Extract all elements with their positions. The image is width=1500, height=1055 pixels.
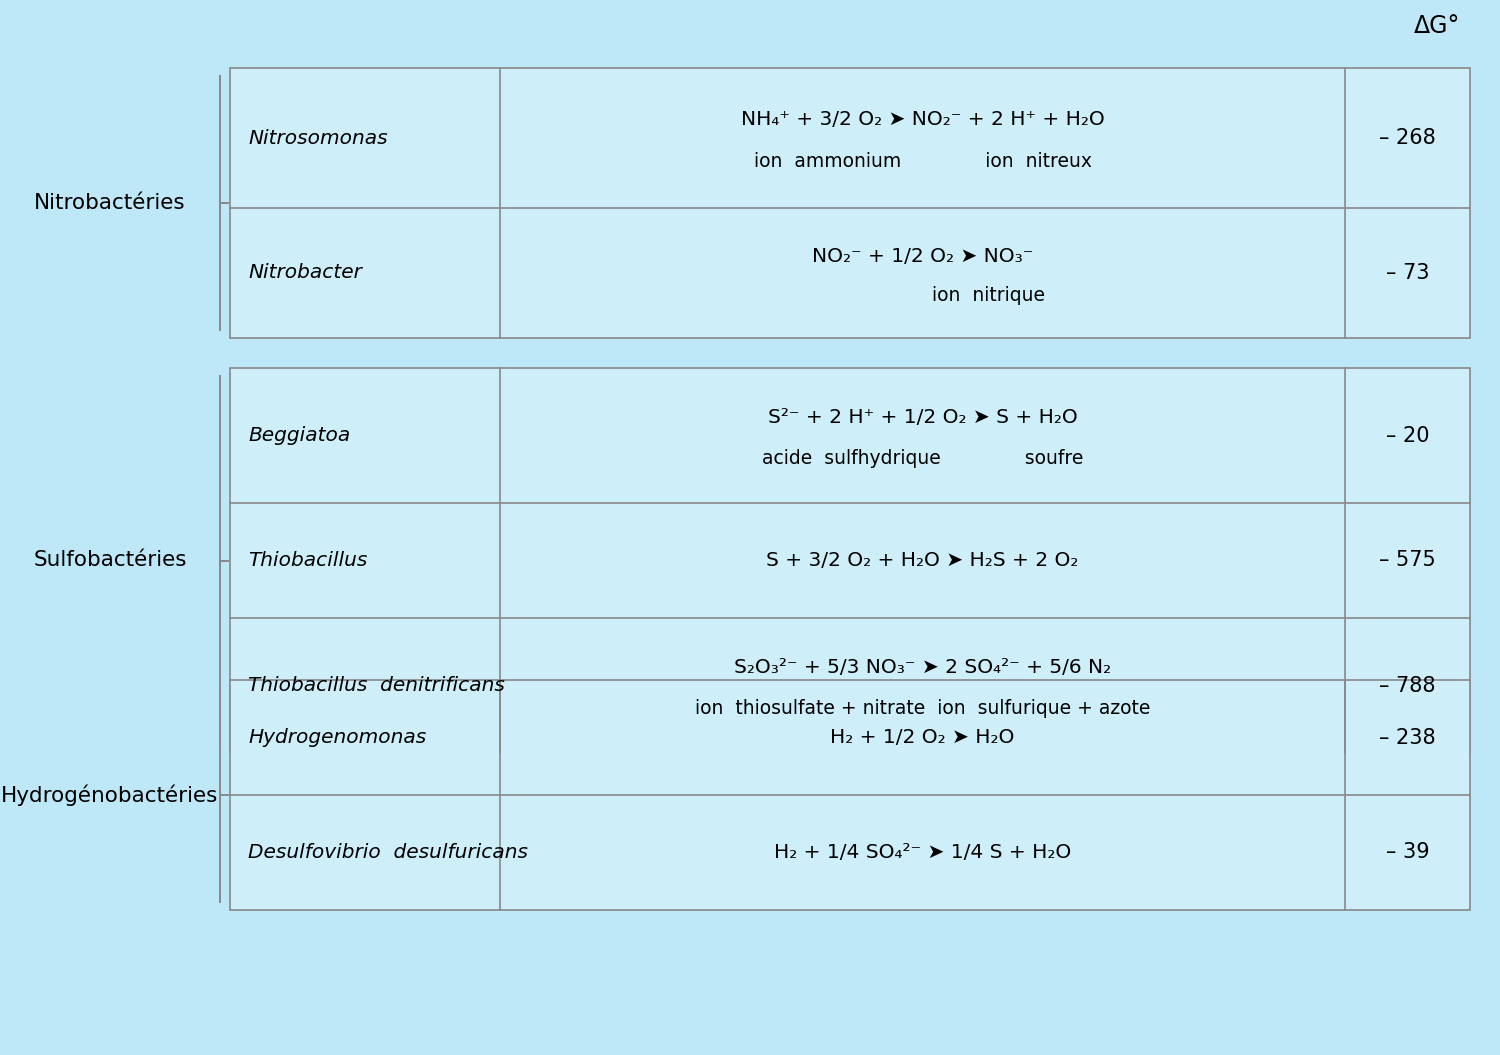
Text: H₂ + 1/4 SO₄²⁻ ➤ 1/4 S + H₂O: H₂ + 1/4 SO₄²⁻ ➤ 1/4 S + H₂O bbox=[774, 843, 1071, 862]
Text: – 39: – 39 bbox=[1386, 843, 1429, 863]
Bar bbox=[230, 68, 1470, 338]
Text: ΔG°: ΔG° bbox=[1413, 14, 1460, 38]
Text: – 73: – 73 bbox=[1386, 263, 1429, 283]
Text: S₂O₃²⁻ + 5/3 NO₃⁻ ➤ 2 SO₄²⁻ + 5/6 N₂: S₂O₃²⁻ + 5/3 NO₃⁻ ➤ 2 SO₄²⁻ + 5/6 N₂ bbox=[734, 658, 1112, 677]
Text: S²⁻ + 2 H⁺ + 1/2 O₂ ➤ S + H₂O: S²⁻ + 2 H⁺ + 1/2 O₂ ➤ S + H₂O bbox=[768, 408, 1077, 427]
Text: Desulfovibrio  desulfuricans: Desulfovibrio desulfuricans bbox=[248, 843, 528, 862]
Text: – 238: – 238 bbox=[1378, 728, 1436, 748]
Text: Beggiatoa: Beggiatoa bbox=[248, 426, 350, 445]
Bar bbox=[230, 368, 1470, 753]
Text: NH₄⁺ + 3/2 O₂ ➤ NO₂⁻ + 2 H⁺ + H₂O: NH₄⁺ + 3/2 O₂ ➤ NO₂⁻ + 2 H⁺ + H₂O bbox=[741, 111, 1104, 130]
Text: S + 3/2 O₂ + H₂O ➤ H₂S + 2 O₂: S + 3/2 O₂ + H₂O ➤ H₂S + 2 O₂ bbox=[766, 551, 1078, 570]
Text: – 268: – 268 bbox=[1378, 128, 1436, 148]
Text: Nitrobacter: Nitrobacter bbox=[248, 264, 362, 283]
Text: – 575: – 575 bbox=[1378, 551, 1436, 571]
Text: Thiobacillus  denitrificans: Thiobacillus denitrificans bbox=[248, 676, 506, 695]
Text: H₂ + 1/2 O₂ ➤ H₂O: H₂ + 1/2 O₂ ➤ H₂O bbox=[831, 728, 1014, 747]
Text: – 788: – 788 bbox=[1380, 675, 1436, 695]
Text: ion  thiosulfate + nitrate  ion  sulfurique + azote: ion thiosulfate + nitrate ion sulfurique… bbox=[694, 699, 1150, 718]
Bar bbox=[230, 680, 1470, 910]
Text: Thiobacillus: Thiobacillus bbox=[248, 551, 368, 570]
Text: Nitrosomonas: Nitrosomonas bbox=[248, 129, 387, 148]
Text: Hydrogenomonas: Hydrogenomonas bbox=[248, 728, 426, 747]
Text: Hydrogénobactéries: Hydrogénobactéries bbox=[2, 784, 219, 806]
Text: Sulfobactéries: Sulfobactéries bbox=[33, 551, 186, 571]
Text: ion  ammonium              ion  nitreux: ion ammonium ion nitreux bbox=[753, 152, 1092, 171]
Text: Nitrobactéries: Nitrobactéries bbox=[34, 193, 186, 213]
Text: – 20: – 20 bbox=[1386, 425, 1429, 445]
Text: acide  sulfhydrique              soufre: acide sulfhydrique soufre bbox=[762, 449, 1083, 468]
Text: ion  nitrique: ion nitrique bbox=[800, 286, 1046, 305]
Text: NO₂⁻ + 1/2 O₂ ➤ NO₃⁻: NO₂⁻ + 1/2 O₂ ➤ NO₃⁻ bbox=[812, 247, 1033, 266]
